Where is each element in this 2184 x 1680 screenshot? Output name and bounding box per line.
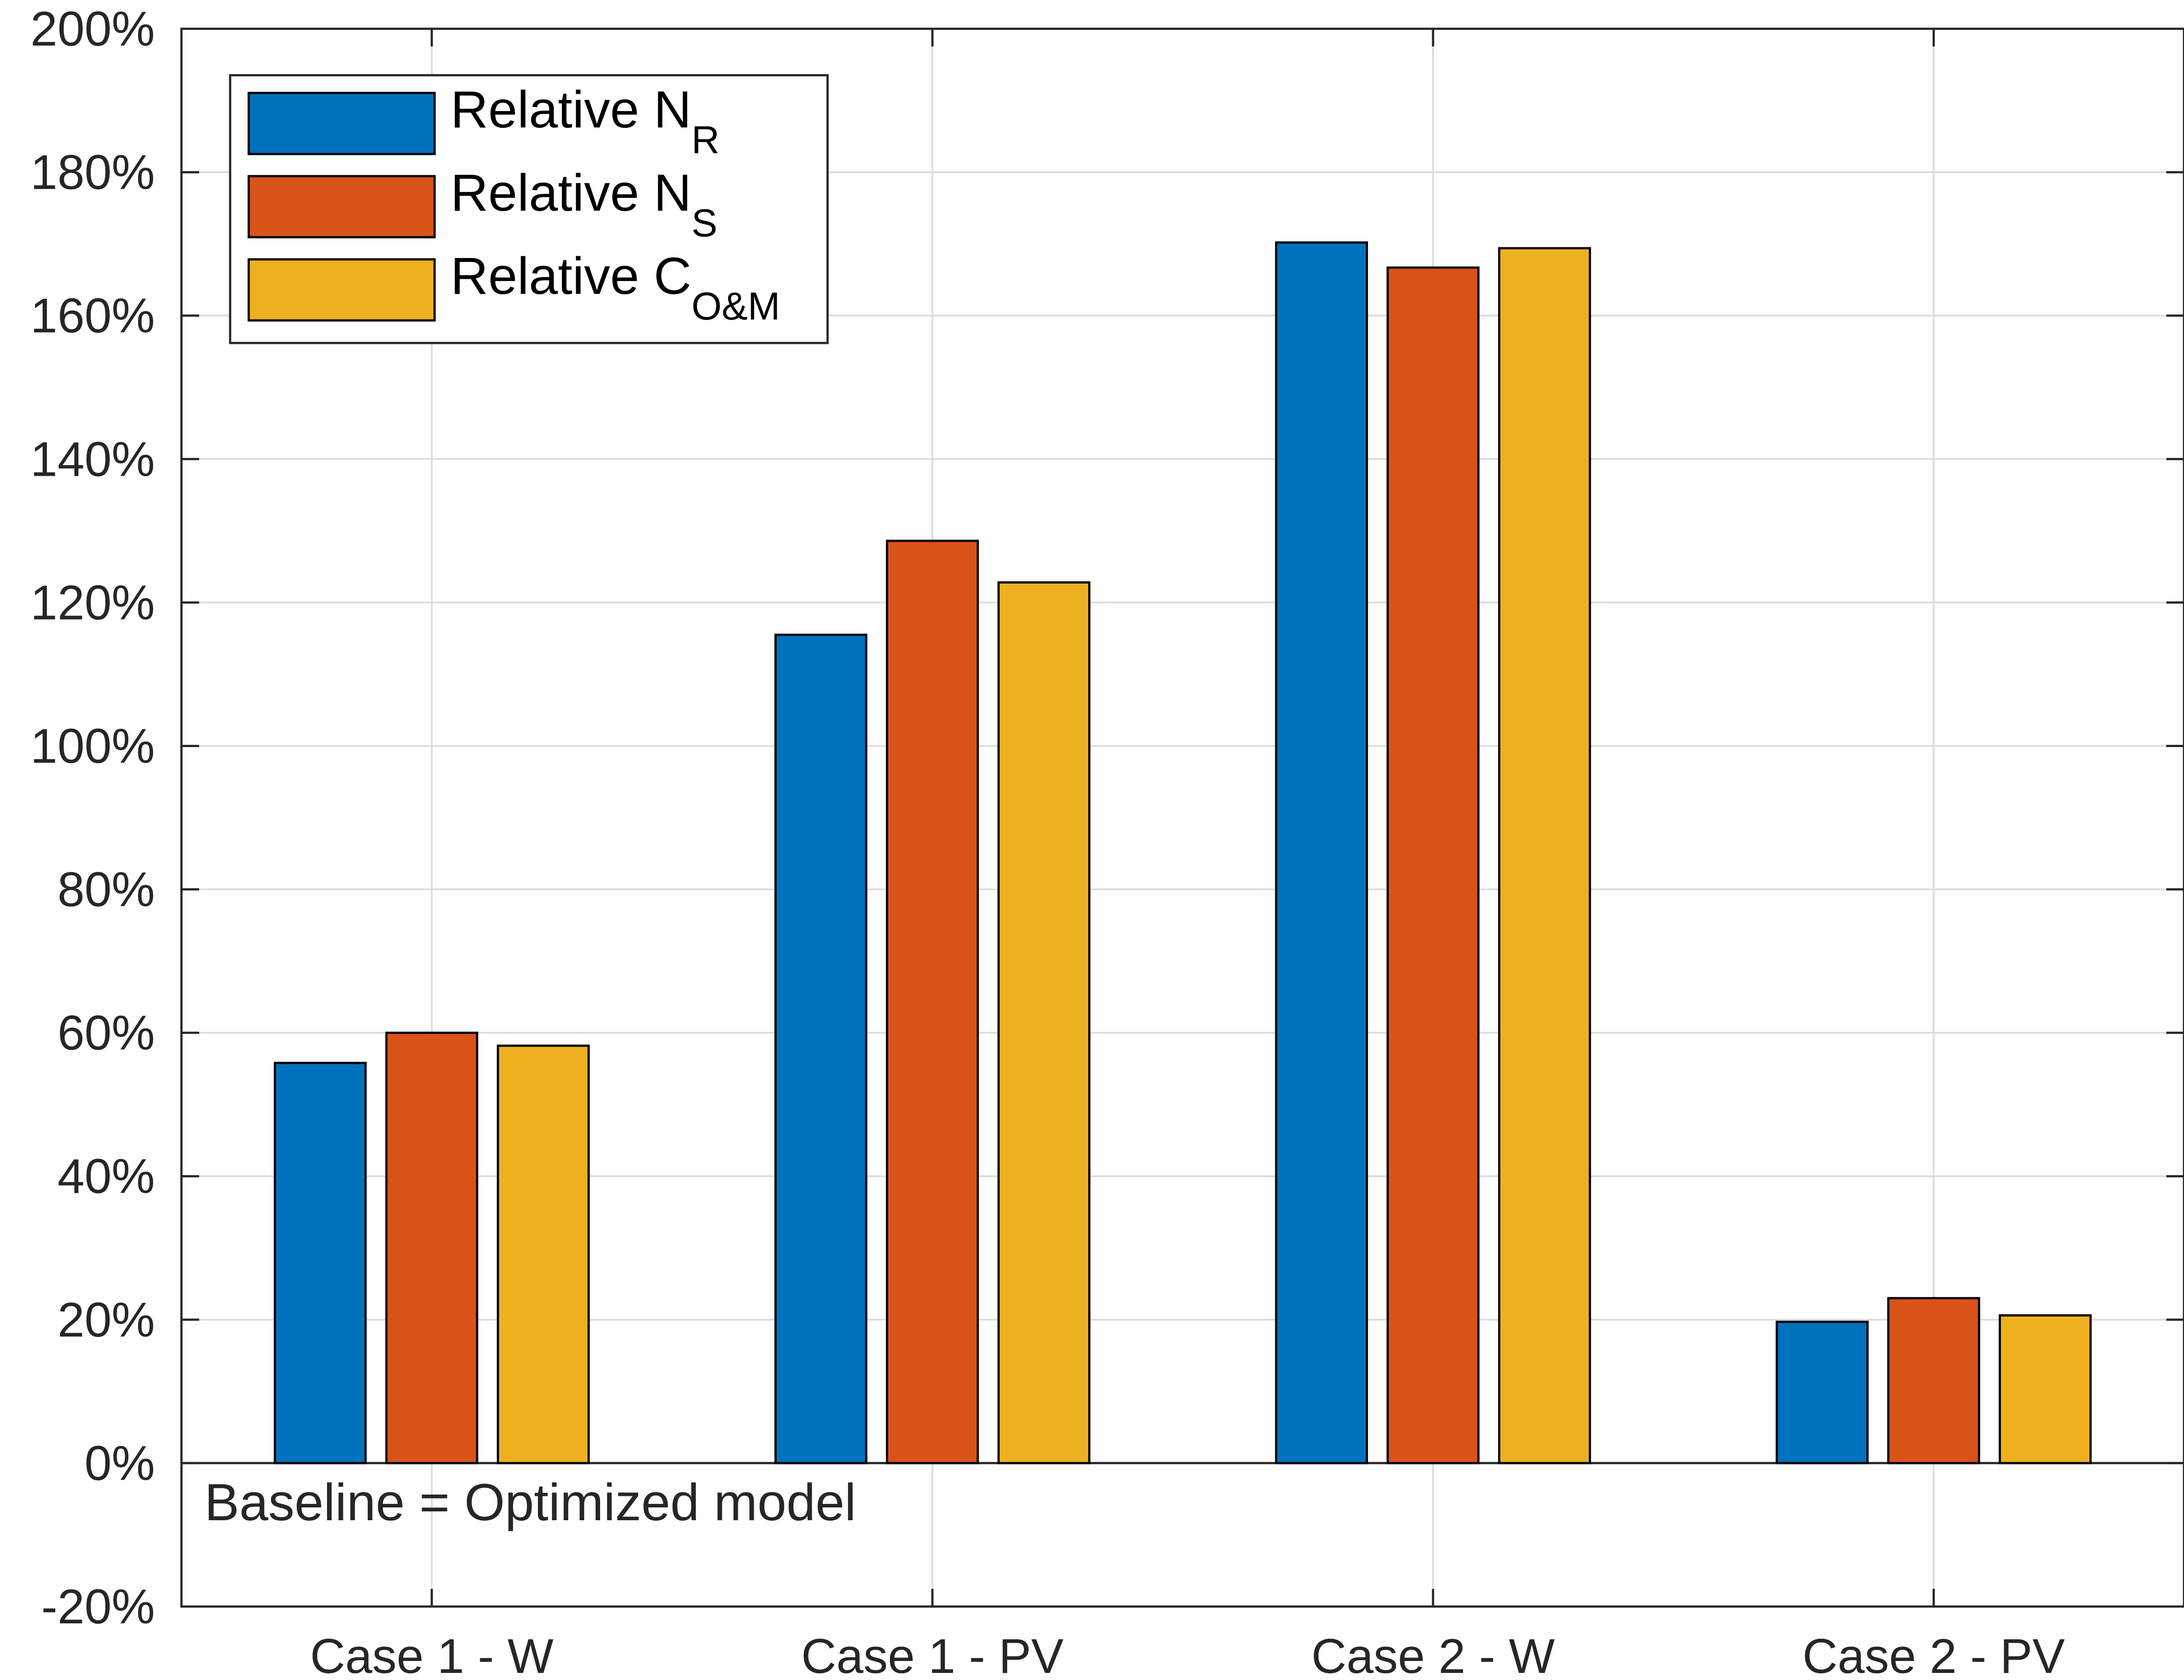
x-tick-label: Case 2 - PV xyxy=(1803,1629,2065,1680)
legend-label-2: Relative NS xyxy=(451,164,717,245)
bar-3-4 xyxy=(1999,1314,2092,1464)
legend-label-1: Relative NR xyxy=(451,81,720,162)
bar-3-1 xyxy=(497,1044,590,1464)
y-tick-label: 200% xyxy=(31,2,155,56)
y-axis-tick-labels: -20% 0% 20% 40% 60% 80% 100% 120% 140% 160% 180% 20… xyxy=(31,2,155,1634)
y-tick-label: 80% xyxy=(58,863,155,917)
bars xyxy=(273,241,2092,1464)
y-tick-label: 40% xyxy=(58,1149,155,1204)
x-tick-label: Case 1 - PV xyxy=(801,1629,1063,1680)
bar-1-4 xyxy=(1776,1321,1869,1464)
legend-swatch-1 xyxy=(247,92,436,155)
bar-2-1 xyxy=(385,1032,478,1464)
x-tick-label: Case 1 - W xyxy=(310,1629,554,1680)
y-tick-label: 20% xyxy=(58,1293,155,1347)
y-tick-label: 180% xyxy=(31,145,155,200)
bar-1-2 xyxy=(774,633,867,1464)
x-axis-tick-labels: Case 1 - W Case 1 - PV Case 2 - W Case 2 - … xyxy=(310,1629,2065,1680)
bar-1-1 xyxy=(273,1062,367,1464)
bar-3-3 xyxy=(1498,247,1591,1464)
y-tick-label: 140% xyxy=(31,432,155,486)
baseline-annotation: Baseline = Optimized model xyxy=(204,1473,856,1532)
bar-1-3 xyxy=(1275,241,1368,1464)
bar-2-3 xyxy=(1387,266,1480,1464)
legend-swatch-2 xyxy=(247,175,436,239)
y-tick-label: 120% xyxy=(31,575,155,630)
y-tick-label: 60% xyxy=(58,1006,155,1060)
bar-3-2 xyxy=(997,581,1090,1464)
bar-2-4 xyxy=(1887,1297,1980,1464)
plot-frame xyxy=(180,27,2184,1608)
bar-2-2 xyxy=(886,539,979,1464)
legend-label-3: Relative CO&M xyxy=(451,247,780,328)
legend-swatch-3 xyxy=(247,258,436,322)
y-tick-label: 100% xyxy=(31,719,155,773)
axis-ticks xyxy=(181,27,2184,1608)
y-tick-label: 0% xyxy=(85,1436,155,1491)
x-tick-label: Case 2 - W xyxy=(1311,1629,1555,1680)
y-tick-label: 160% xyxy=(31,289,155,343)
y-tick-label: -20% xyxy=(41,1580,155,1634)
